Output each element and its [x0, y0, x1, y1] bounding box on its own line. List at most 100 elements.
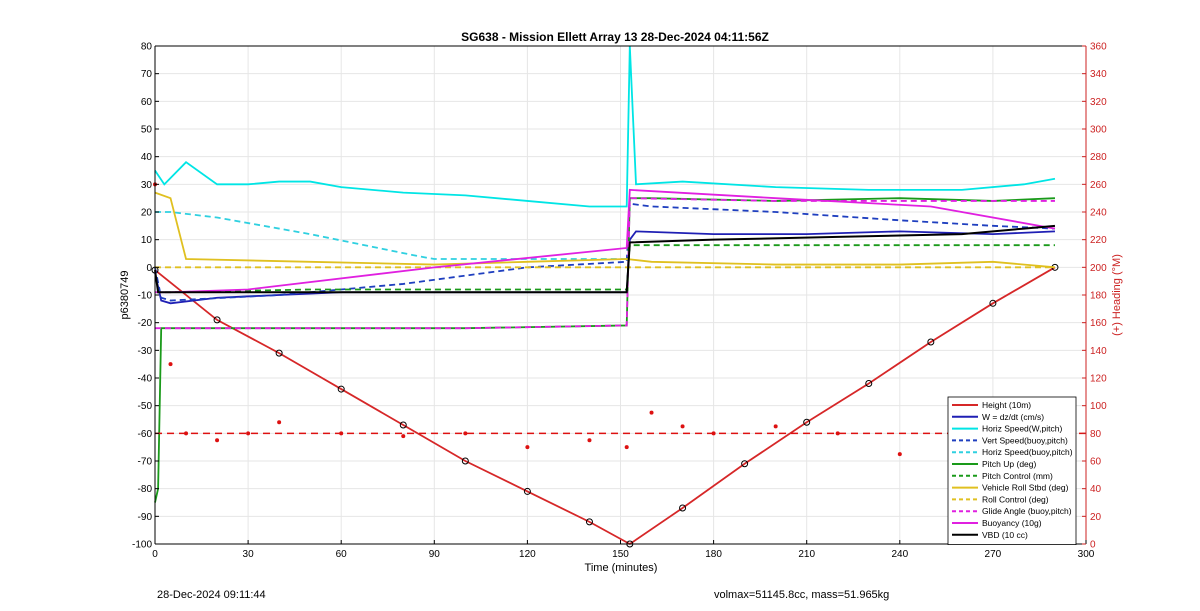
series-line-roll	[154, 191, 1056, 269]
y2-axis-label: (+) Heading (°M)	[1111, 254, 1123, 336]
heading-point	[215, 438, 220, 443]
x-tick-label: 120	[519, 549, 536, 560]
heading-point	[773, 424, 778, 429]
y2-tick-label: 120	[1090, 374, 1107, 385]
y2-tick-label: 280	[1090, 152, 1107, 163]
legend-label: Pitch Up (deg)	[982, 459, 1036, 469]
legend-box	[947, 396, 1077, 546]
heading-point	[624, 445, 629, 450]
x-tick-label: 270	[985, 549, 1002, 560]
y-tick-label: -30	[138, 346, 153, 357]
heading-point	[525, 445, 530, 450]
legend-label: Height (10m)	[982, 400, 1031, 410]
x-axis-label: Time (minutes)	[585, 562, 658, 574]
y-tick-label: -70	[138, 457, 153, 468]
y-tick-label: -20	[138, 318, 153, 329]
x-tick-label: 180	[705, 549, 722, 560]
legend-label: Vehicle Roll Stbd (deg)	[982, 483, 1069, 493]
series-point-height	[399, 421, 407, 429]
heading-point	[680, 424, 685, 429]
series-point-height	[585, 518, 593, 526]
legend: Height (10m) W = dz/dt (cm/s) Horiz Speed(…	[947, 396, 1077, 546]
series-line-height	[154, 266, 1056, 546]
chart-title: SG638 - Mission Ellett Array 13 28-Dec-2…	[461, 30, 769, 44]
heading-point	[897, 452, 902, 457]
y-tick-label: -100	[132, 540, 152, 551]
y2-tick-label: 60	[1090, 457, 1102, 468]
y2-tick-label: 300	[1090, 125, 1107, 136]
series-point-height	[213, 316, 221, 324]
y-tick-label: 20	[141, 208, 153, 219]
y-tick-label: -40	[138, 374, 153, 385]
y-tick-label: -80	[138, 484, 153, 495]
heading-point	[184, 431, 189, 436]
y2-tick-label: 180	[1090, 291, 1107, 302]
y-tick-label: -60	[138, 429, 153, 440]
series-group	[151, 45, 1086, 548]
series-point-height	[679, 504, 687, 512]
y-tick-label: -10	[138, 291, 153, 302]
y-tick-label: -50	[138, 401, 153, 412]
y2-tick-label: 360	[1090, 42, 1107, 53]
legend-label: Roll Control (deg)	[982, 494, 1049, 504]
x-tick-label: 150	[612, 549, 629, 560]
series-line-vbd	[154, 224, 1056, 294]
series-point-height	[461, 457, 469, 465]
series-point-height	[989, 299, 997, 307]
y-tick-label: 0	[146, 263, 152, 274]
x-tick-label: 0	[152, 549, 158, 560]
y-tick-label: 30	[141, 180, 153, 191]
series-point-height	[927, 338, 935, 346]
x-tick-label: 30	[243, 549, 255, 560]
heading-point	[835, 431, 840, 436]
y-axis-label: p6380749	[119, 271, 131, 320]
y2-tick-label: 140	[1090, 346, 1107, 357]
series-point-height	[523, 487, 531, 495]
x-tick-label: 90	[429, 549, 441, 560]
y2-tick-label: 200	[1090, 263, 1107, 274]
y2-tick-label: 20	[1090, 512, 1102, 523]
legend-label: Glide Angle (buoy,pitch)	[982, 506, 1072, 516]
x-tick-label: 60	[336, 549, 348, 560]
series-line-vert	[154, 202, 1056, 302]
y-tick-label: 80	[141, 42, 153, 53]
x-tick-label: 300	[1078, 549, 1095, 560]
legend-label: Pitch Control (mm)	[982, 471, 1053, 481]
y-tick-label: 40	[141, 152, 153, 163]
y-tick-label: 60	[141, 97, 153, 108]
y2-tick-label: 0	[1090, 540, 1096, 551]
y2-tick-label: 260	[1090, 180, 1107, 191]
x-tick-label: 240	[891, 549, 908, 560]
heading-point	[587, 438, 592, 443]
series-point-height	[865, 380, 873, 388]
series-point-height	[275, 349, 283, 357]
heading-point	[246, 431, 251, 436]
y2-tick-label: 100	[1090, 401, 1107, 412]
heading-point	[649, 410, 654, 415]
series-line-horiz	[154, 45, 1056, 208]
series-point-height	[337, 385, 345, 393]
legend-label: W = dz/dt (cm/s)	[982, 412, 1044, 422]
heading-point	[277, 420, 282, 425]
y2-tick-label: 240	[1090, 208, 1107, 219]
y-tick-label: 50	[141, 125, 153, 136]
series-point-height	[803, 418, 811, 426]
series-point-height	[741, 460, 749, 468]
y2-tick-label: 320	[1090, 97, 1107, 108]
y-tick-label: 10	[141, 235, 153, 246]
x-tick-label: 210	[798, 549, 815, 560]
heading-point	[168, 362, 173, 367]
legend-label: Vert Speed(buoy,pitch)	[982, 435, 1068, 445]
y2-tick-label: 340	[1090, 69, 1107, 80]
y2-tick-label: 80	[1090, 429, 1102, 440]
footer-summary: volmax=51145.8cc, mass=51.965kg	[714, 589, 890, 601]
y2-tick-label: 160	[1090, 318, 1107, 329]
y2-tick-label: 40	[1090, 484, 1102, 495]
heading-point	[401, 434, 406, 439]
legend-label: Horiz Speed(buoy,pitch)	[982, 447, 1073, 457]
y2-tick-label: 220	[1090, 235, 1107, 246]
legend-label: Horiz Speed(W,pitch)	[982, 424, 1062, 434]
legend-label: Buoyancy (10g)	[982, 518, 1042, 528]
y-tick-label: 70	[141, 69, 153, 80]
